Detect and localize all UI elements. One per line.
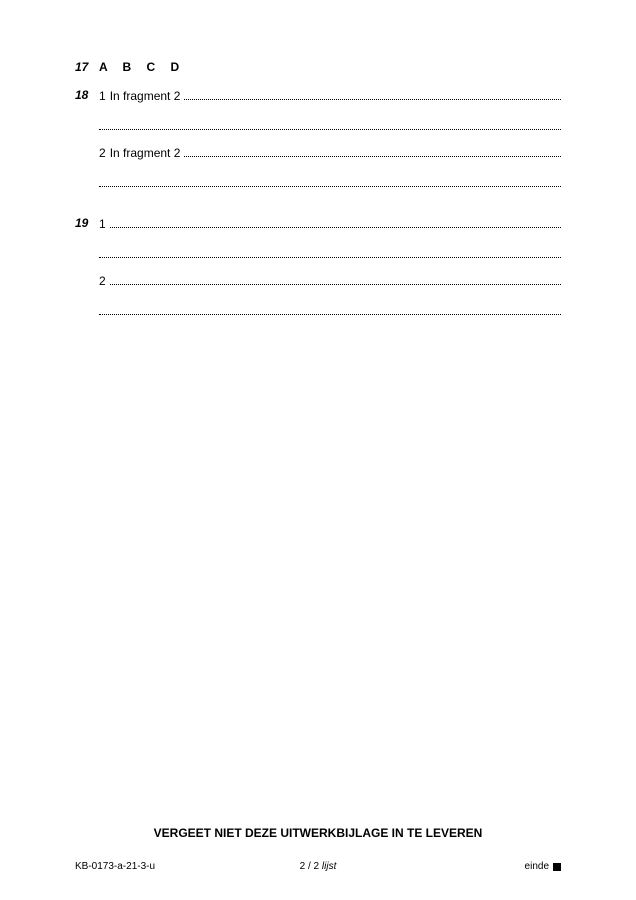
answer-line[interactable] (99, 175, 561, 187)
question-18: 18 1 In fragment 2 2 In fragment 2 (75, 88, 561, 202)
doc-code: KB-0173-a-21-3-u (75, 861, 155, 872)
answer-line[interactable] (184, 145, 561, 157)
question-body: 1 In fragment 2 2 In fragment 2 (99, 88, 561, 202)
answer-sub-2: 2 In fragment 2 (99, 145, 561, 187)
end-label: einde (525, 861, 549, 872)
sub-index: 1 (99, 89, 106, 103)
answer-line[interactable] (99, 246, 561, 258)
answer-sub-1: 1 In fragment 2 (99, 88, 561, 130)
page-current: 2 / 2 (300, 861, 319, 872)
question-number: 18 (75, 88, 99, 102)
end-marker: einde (525, 861, 561, 872)
answer-line[interactable] (184, 88, 561, 100)
answer-sub-1: 1 (99, 216, 561, 258)
page-number: 2 / 2 lijst (300, 861, 337, 872)
question-17: 17 A B C D (75, 60, 561, 74)
answer-prefix: In fragment 2 (110, 146, 181, 160)
question-number: 19 (75, 216, 99, 230)
question-number: 17 (75, 60, 99, 74)
end-block-icon (553, 863, 561, 871)
question-body: A B C D (99, 60, 561, 74)
answer-sub-2: 2 (99, 273, 561, 315)
sub-index: 2 (99, 274, 106, 288)
answer-line[interactable] (110, 273, 561, 285)
mc-options: A B C D (99, 60, 185, 74)
sub-index: 1 (99, 217, 106, 231)
question-19: 19 1 2 (75, 216, 561, 330)
sub-index: 2 (99, 146, 106, 160)
answer-prefix: In fragment 2 (110, 89, 181, 103)
page-label: lijst (322, 861, 336, 872)
answer-line[interactable] (110, 216, 561, 228)
answer-line[interactable] (99, 118, 561, 130)
question-body: 1 2 (99, 216, 561, 330)
submit-reminder: VERGEET NIET DEZE UITWERKBIJLAGE IN TE L… (0, 826, 636, 840)
answer-line[interactable] (99, 303, 561, 315)
page-footer: KB-0173-a-21-3-u 2 / 2 lijst einde (75, 861, 561, 872)
